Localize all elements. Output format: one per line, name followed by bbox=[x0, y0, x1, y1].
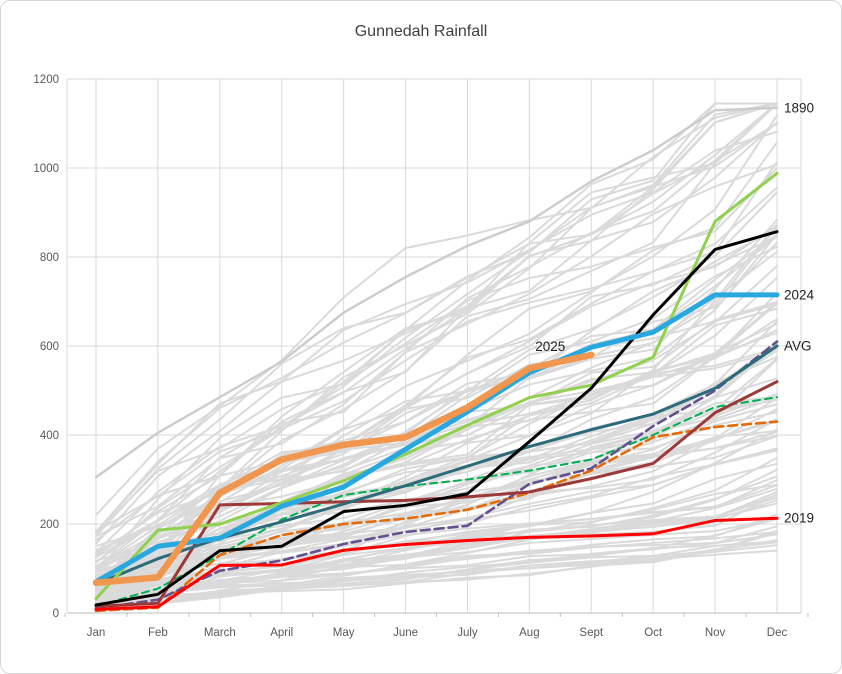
series-line-orange-dashed-year bbox=[94, 420, 779, 613]
series-line-black-year bbox=[94, 230, 779, 607]
y-tick-label: 1200 bbox=[33, 74, 59, 86]
y-tick-label: 0 bbox=[53, 608, 59, 620]
series-end-label-year-2019: 2019 bbox=[784, 511, 814, 526]
background-year-line bbox=[95, 462, 778, 590]
series-line-year-1890 bbox=[94, 106, 779, 479]
x-tick-label: May bbox=[333, 627, 355, 639]
x-tick-label: Oct bbox=[644, 627, 663, 639]
y-tick-label: 600 bbox=[40, 341, 59, 353]
series-line-green-dashed-year bbox=[95, 396, 778, 608]
x-tick-label: June bbox=[393, 627, 418, 639]
background-year-line bbox=[95, 525, 778, 602]
series-end-label-year-2024: 2024 bbox=[784, 287, 815, 302]
background-year-line bbox=[95, 122, 778, 554]
background-year-line bbox=[95, 102, 778, 574]
y-tick-label: 200 bbox=[40, 519, 59, 531]
x-tick-label: Nov bbox=[705, 627, 726, 639]
series-end-label-avg: AVG bbox=[784, 339, 812, 354]
background-year-line bbox=[95, 130, 778, 545]
x-tick-label: Dec bbox=[767, 627, 788, 639]
series-end-label-year-1890: 1890 bbox=[784, 100, 814, 115]
background-year-line bbox=[95, 167, 778, 534]
series-line-green-year bbox=[94, 171, 779, 601]
series-line-year-2019 bbox=[94, 516, 779, 611]
background-year-line bbox=[95, 163, 778, 538]
x-tick-label: Sept bbox=[579, 627, 603, 639]
y-tick-label: 400 bbox=[40, 430, 59, 442]
y-tick-label: 800 bbox=[40, 252, 59, 264]
background-year-line bbox=[95, 418, 778, 592]
background-year-line bbox=[95, 102, 778, 563]
y-tick-label: 1000 bbox=[33, 163, 59, 175]
background-year-line bbox=[95, 396, 778, 570]
x-tick-label: Jan bbox=[87, 627, 106, 639]
background-year-line bbox=[95, 245, 778, 581]
x-tick-label: March bbox=[204, 627, 236, 639]
background-year-line bbox=[95, 529, 778, 610]
background-year-line bbox=[95, 544, 778, 611]
x-tick-label: Feb bbox=[148, 627, 168, 639]
background-year-line bbox=[95, 102, 778, 579]
series-line-purple-dashed-year bbox=[94, 340, 779, 610]
x-tick-label: Aug bbox=[519, 627, 539, 639]
background-year-line bbox=[95, 292, 778, 594]
series-line-year-2024 bbox=[93, 292, 780, 585]
background-year-line bbox=[95, 340, 778, 574]
x-tick-label: April bbox=[270, 627, 293, 639]
chart-title: Gunnedah Rainfall bbox=[354, 23, 488, 40]
background-year-line bbox=[95, 241, 778, 558]
background-year-line bbox=[95, 102, 778, 533]
x-tick-label: July bbox=[457, 627, 478, 639]
series-line-year-2025 bbox=[92, 351, 595, 586]
series-end-label-year-2025: 2025 bbox=[535, 339, 565, 354]
background-year-line bbox=[95, 223, 778, 578]
background-year-line bbox=[95, 502, 778, 600]
